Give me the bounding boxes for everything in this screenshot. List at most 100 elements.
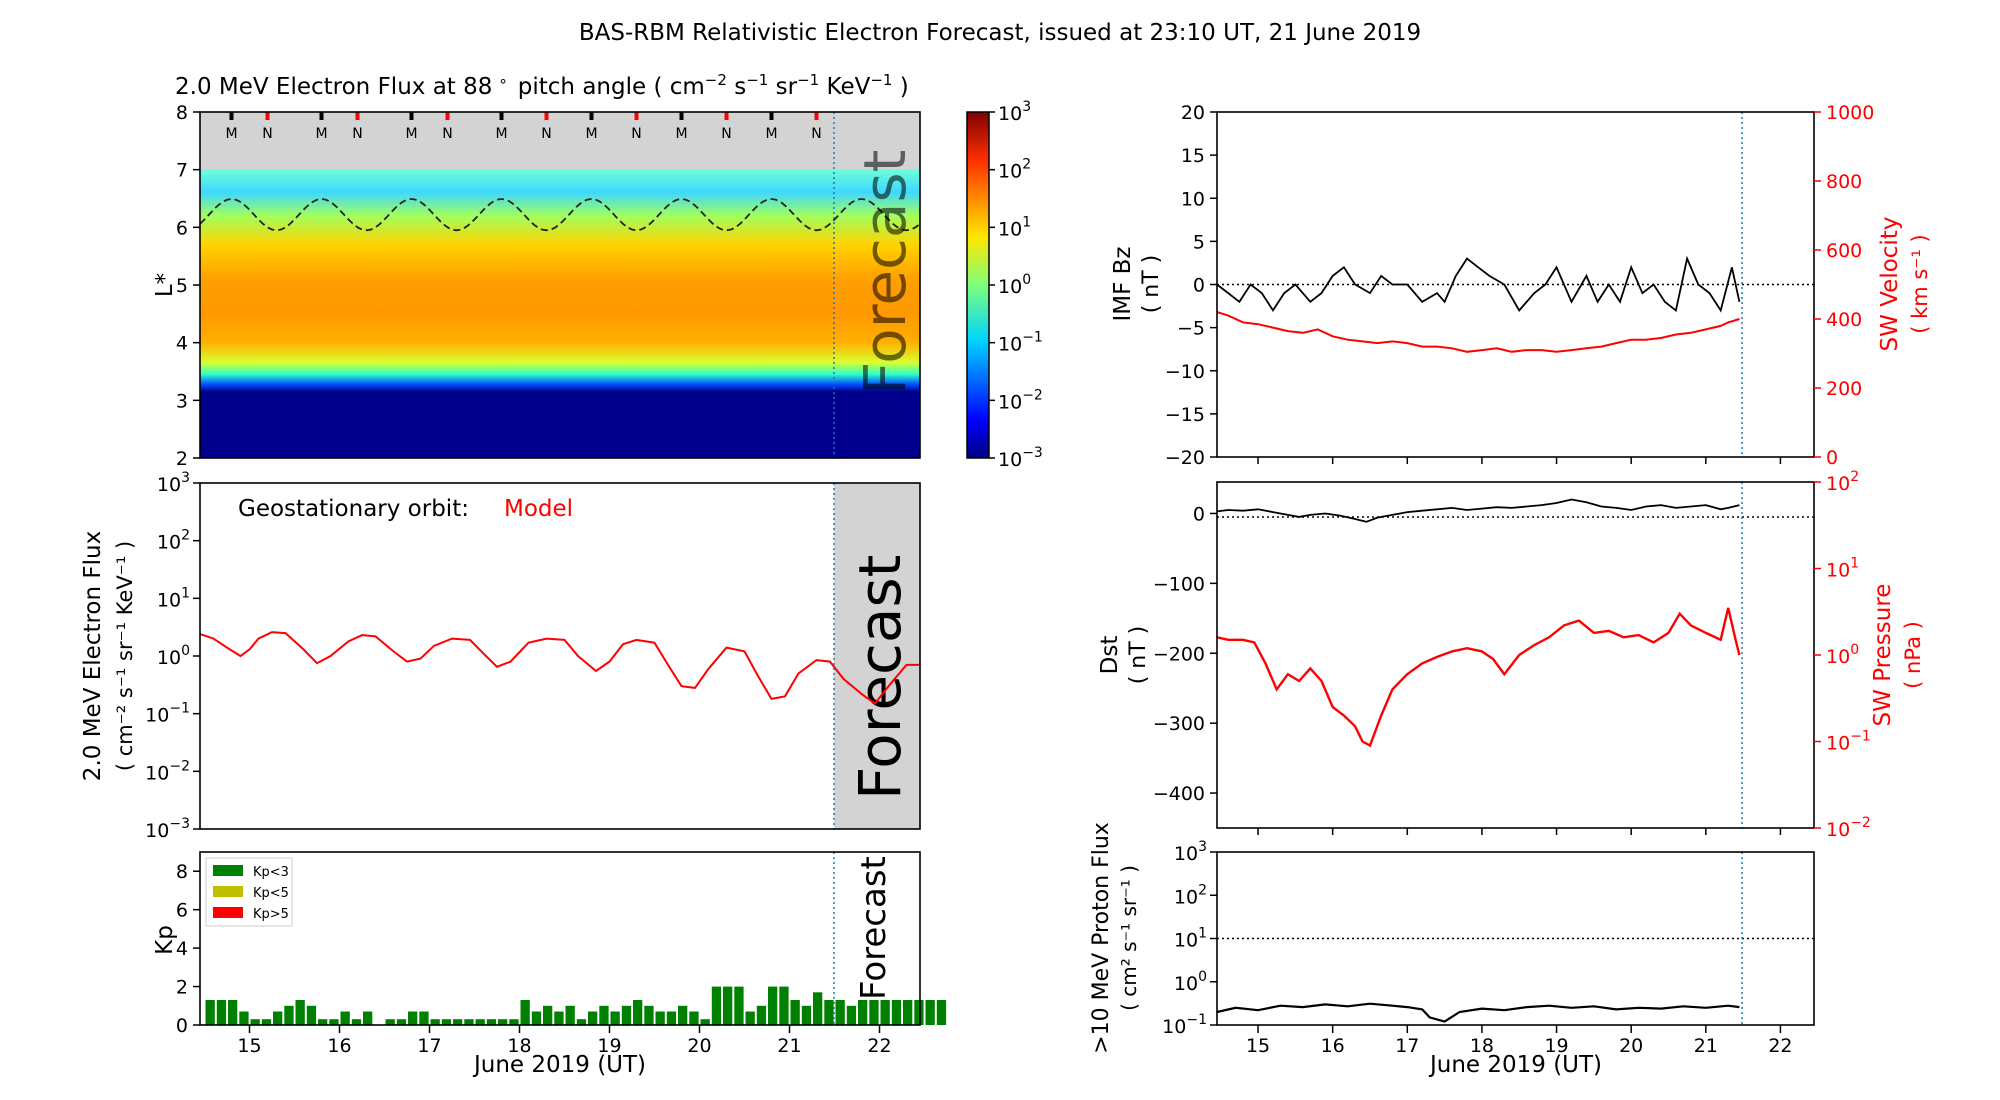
map-ytick-1: 3 bbox=[176, 390, 188, 412]
kp-bar-60 bbox=[880, 1000, 890, 1025]
pres-ytick-3: 101 bbox=[1826, 556, 1859, 582]
colorbar-ticks: 10−3 10−2 10−1 100 101 102 103 bbox=[989, 99, 1043, 471]
kp-ytick-2: 4 bbox=[176, 938, 188, 960]
imf-ytick-5: 5 bbox=[1193, 231, 1205, 253]
kp-ytick-4: 8 bbox=[176, 861, 188, 883]
kp-bar-1 bbox=[216, 1000, 227, 1025]
dst-ytick-0: −400 bbox=[1153, 783, 1205, 805]
kp-ytick-3: 6 bbox=[176, 900, 188, 922]
kp-bar-30 bbox=[543, 1005, 553, 1025]
geo-model-label: Model bbox=[504, 496, 573, 522]
kp-bar-2 bbox=[228, 1000, 238, 1025]
kp-bar-26 bbox=[498, 1019, 508, 1025]
forecast-watermark-geo: Forecast bbox=[846, 555, 914, 800]
kp-bar-36 bbox=[610, 1011, 620, 1025]
cb-tick-3: 100 bbox=[998, 272, 1031, 298]
geo-ytick-1: 10−2 bbox=[145, 758, 190, 784]
pres-ytick-0: 10−2 bbox=[1826, 815, 1871, 841]
map-ytick-2: 4 bbox=[176, 333, 188, 355]
kp-bar-44 bbox=[700, 1019, 710, 1025]
marker-label-8: M bbox=[585, 126, 597, 142]
dst-line bbox=[1216, 498, 1740, 523]
marker-label-9: N bbox=[631, 126, 641, 142]
forecast-shade-geo bbox=[834, 483, 920, 829]
kp-bar-18 bbox=[408, 1011, 418, 1025]
kp-bar-37 bbox=[621, 1005, 632, 1025]
cb-tick-2: 10−1 bbox=[998, 330, 1043, 356]
kp-bar-47 bbox=[734, 986, 744, 1025]
dst-y-ticks: −400 −300 −200 −100 0 bbox=[1153, 503, 1217, 805]
kp-bar-39 bbox=[644, 1005, 654, 1025]
kp-bar-29 bbox=[531, 1011, 542, 1025]
proton-ytick-4: 103 bbox=[1174, 839, 1207, 865]
imf-bz-line bbox=[1216, 255, 1741, 313]
sw-pressure-ylabel-1: SW Pressure bbox=[1870, 584, 1896, 727]
proton-ylabel-1: >10 MeV Proton Flux bbox=[1089, 822, 1114, 1054]
proton-y-ticks: 10−1 100 101 102 103 bbox=[1162, 839, 1217, 1038]
cb-tick-6: 103 bbox=[998, 99, 1031, 125]
kp-bar-48 bbox=[745, 1011, 755, 1025]
kp-bar-42 bbox=[678, 1005, 688, 1025]
kp-bar-14 bbox=[363, 1011, 373, 1025]
kp-bar-63 bbox=[914, 1000, 924, 1025]
sw-pressure-line bbox=[1216, 607, 1741, 748]
imf-ytick-3: −5 bbox=[1177, 318, 1205, 340]
marker-label-2: M bbox=[315, 126, 327, 142]
kp-bar-22 bbox=[453, 1019, 463, 1025]
imf-ytick-8: 20 bbox=[1181, 102, 1205, 124]
geo-flux-panel: Forecast Geostationary orbit: Model 10−3… bbox=[80, 470, 921, 842]
proton-ytick-2: 101 bbox=[1174, 926, 1207, 952]
kp-bar-21 bbox=[441, 1019, 452, 1025]
dst-ylabel-1: Dst bbox=[1097, 636, 1123, 675]
geo-flux-ylabel-1: 2.0 MeV Electron Flux bbox=[80, 531, 106, 781]
kp-bar-25 bbox=[486, 1019, 497, 1025]
kp-ylabel: Kp bbox=[152, 925, 178, 955]
kp-bar-43 bbox=[689, 1011, 699, 1025]
kp-bar-13 bbox=[351, 1019, 362, 1025]
kp-bar-40 bbox=[655, 1011, 665, 1025]
kp-bars bbox=[205, 986, 947, 1025]
marker-label-13: N bbox=[811, 126, 821, 142]
dst-frame bbox=[1216, 481, 1815, 829]
kp-legend-high: Kp>5 bbox=[253, 907, 289, 922]
imf-x-ticks bbox=[1257, 457, 1782, 464]
geo-ytick-5: 102 bbox=[157, 528, 190, 554]
proton-panel: 10−1 100 101 102 103 15 16 17 18 19 20 21 22 >10 Me… bbox=[1089, 822, 1815, 1078]
kp-xtick-7: 22 bbox=[867, 1035, 891, 1057]
sw-velocity-line bbox=[1216, 311, 1740, 353]
right-date-axis-label: June 2019 (UT) bbox=[1428, 1052, 1602, 1078]
geo-flux-frame bbox=[199, 482, 921, 830]
heatmap-gray-band bbox=[200, 112, 920, 169]
kp-bar-34 bbox=[588, 1011, 598, 1025]
pres-ytick-1: 10−1 bbox=[1826, 729, 1871, 755]
proton-xtick-1: 16 bbox=[1321, 1035, 1345, 1057]
marker-label-12: M bbox=[765, 126, 777, 142]
geo-ytick-4: 101 bbox=[157, 585, 190, 611]
kp-bar-61 bbox=[891, 1000, 902, 1025]
kp-bar-8 bbox=[295, 1000, 305, 1025]
flux-map-title: 2.0 MeV Electron Flux at 88 ∘ pitch angle … bbox=[175, 71, 909, 100]
kp-bar-64 bbox=[925, 1000, 935, 1025]
marker-label-4: M bbox=[405, 126, 417, 142]
kp-bar-28 bbox=[520, 1000, 530, 1025]
proton-xtick-0: 15 bbox=[1246, 1035, 1270, 1057]
proton-xtick-7: 22 bbox=[1768, 1035, 1792, 1057]
proton-ytick-3: 102 bbox=[1174, 882, 1207, 908]
vel-ytick-3: 600 bbox=[1826, 240, 1862, 262]
colorbar bbox=[966, 111, 990, 459]
kp-bar-65 bbox=[936, 1000, 947, 1025]
imf-ytick-2: −10 bbox=[1165, 361, 1205, 383]
proton-flux-line bbox=[1216, 1002, 1740, 1023]
kp-y-ticks: 0 2 4 6 8 bbox=[176, 861, 200, 1037]
kp-ytick-1: 2 bbox=[176, 977, 188, 999]
dst-ytick-2: −200 bbox=[1153, 643, 1205, 665]
marker-label-0: M bbox=[225, 126, 237, 142]
marker-label-3: N bbox=[352, 126, 362, 142]
kp-bar-38 bbox=[633, 1000, 643, 1025]
geo-ytick-6: 103 bbox=[157, 470, 190, 496]
kp-bar-11 bbox=[329, 1019, 339, 1025]
kp-legend-mid: Kp<5 bbox=[253, 886, 289, 901]
map-ytick-0: 2 bbox=[176, 448, 188, 470]
